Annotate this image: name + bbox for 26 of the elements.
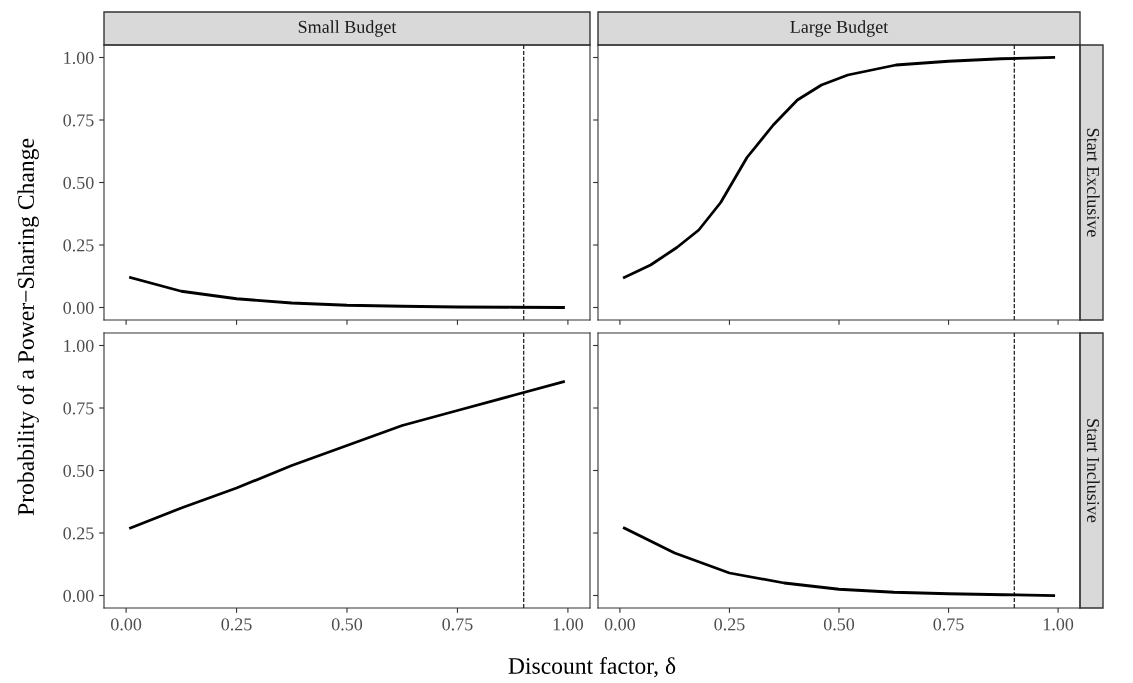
x-tick-label: 0.50 — [331, 618, 363, 631]
y-tick-label: 0.00 — [63, 589, 94, 603]
x-tick-label: 0.25 — [221, 618, 252, 631]
y-tick-label: 1.00 — [64, 51, 94, 65]
x-tick-label: 0.00 — [604, 618, 636, 631]
chart-title: Small Budget — [298, 20, 397, 37]
x-axis-title: Discount factor, δ — [508, 657, 676, 678]
x-tick-label: 0.25 — [714, 618, 745, 631]
text: Start Exclusive — [1086, 128, 1100, 237]
x-tick-label: 0.00 — [110, 618, 142, 631]
x-tick-label: 1.00 — [1043, 618, 1074, 631]
y-tick-label: 1.00 — [64, 339, 94, 353]
x-tick-label: 0.75 — [933, 618, 964, 631]
y-axis-title: Probability of a Power−Sharing Change — [17, 138, 39, 516]
y-tick-label: 0.75 — [63, 114, 94, 127]
y-tick-label: 0.00 — [63, 301, 94, 315]
y-tick-label: 0.50 — [63, 464, 94, 478]
text: Start Inclusive — [1086, 419, 1100, 523]
x-tick-label: 1.00 — [553, 618, 584, 631]
chart-title: Large Budget — [790, 20, 889, 37]
x-tick-label: 0.75 — [442, 618, 473, 631]
y-tick-label: 0.25 — [63, 527, 94, 540]
y-tick-label: 0.50 — [63, 176, 94, 190]
x-tick-label: 0.50 — [823, 618, 855, 631]
y-tick-label: 0.75 — [63, 402, 94, 415]
y-tick-label: 0.25 — [63, 239, 94, 252]
